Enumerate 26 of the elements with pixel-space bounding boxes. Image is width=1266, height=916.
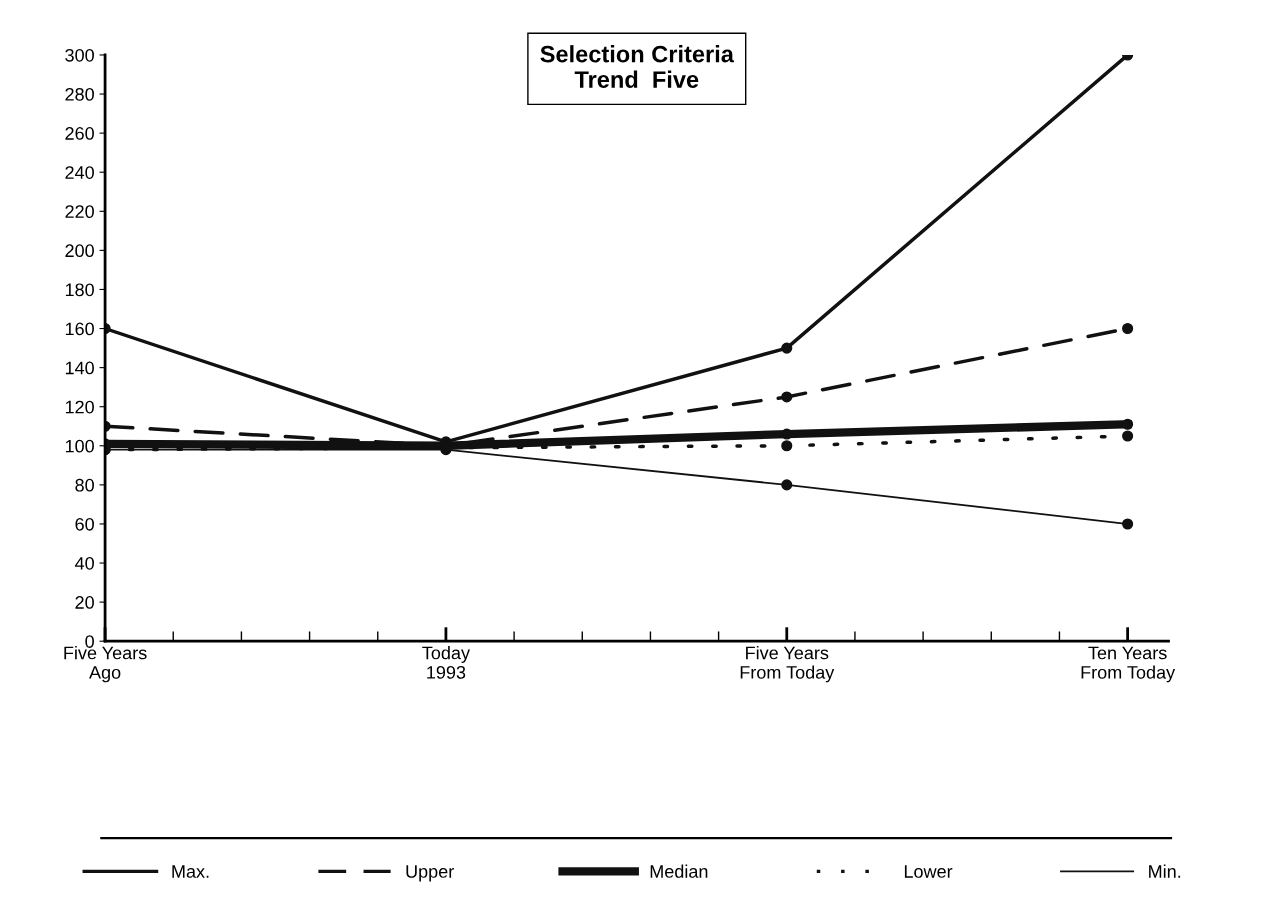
y-tick-label: 260 <box>65 127 94 140</box>
x-tick-label: Ten Years From Today <box>1081 646 1176 683</box>
y-tick-label: 280 <box>65 87 94 101</box>
y-tick-label: 240 <box>65 166 94 179</box>
y-tick-label: 80 <box>75 478 94 492</box>
y-tick-label: 120 <box>65 400 94 414</box>
y-tick-label: 0 <box>85 635 94 648</box>
y-tick-label: 60 <box>75 517 94 531</box>
y-tick-label: 180 <box>65 283 94 297</box>
y-tick-label: 100 <box>65 439 94 453</box>
x-tick-label: Five Years Ago <box>64 646 147 683</box>
y-tick-label: 20 <box>75 596 94 609</box>
legend-label: Median <box>650 864 708 878</box>
y-tick-label: 40 <box>74 556 94 570</box>
y-tick-label: 300 <box>65 48 94 62</box>
y-tick-label: 220 <box>65 205 94 219</box>
x-tick-label: Five Years From Today <box>740 646 835 683</box>
legend-label: Min. <box>1149 864 1181 878</box>
chart-title: Selection Criteria Trend Five <box>540 45 735 88</box>
x-tick-label: Today 1993 <box>422 646 470 679</box>
y-tick-label: 200 <box>65 244 94 258</box>
legend-label: Upper <box>406 865 454 882</box>
y-tick-label: 140 <box>65 361 94 375</box>
y-tick-label: 160 <box>65 322 94 336</box>
legend-label: Lower <box>904 865 953 878</box>
legend-label: Max. <box>172 865 209 878</box>
